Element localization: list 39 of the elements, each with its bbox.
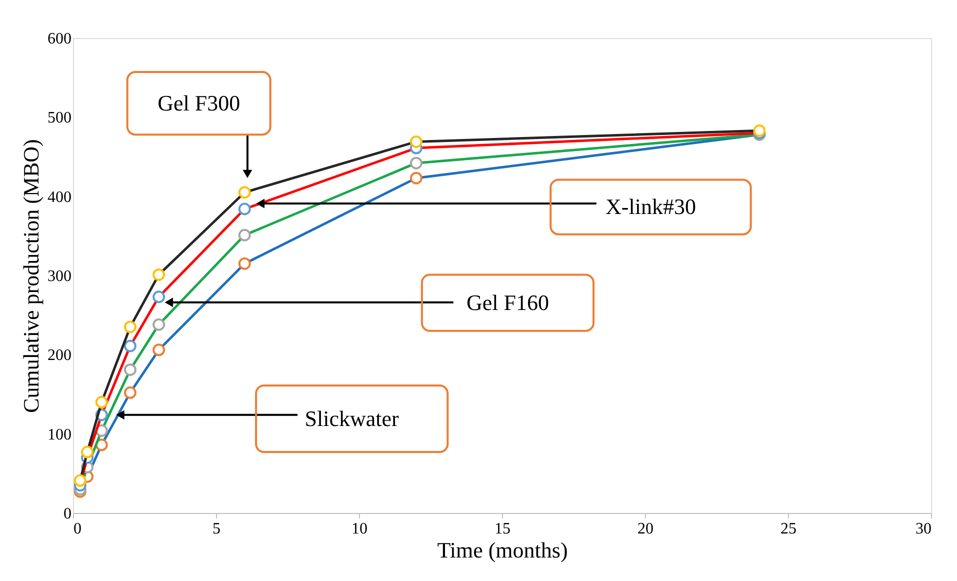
point — [152, 290, 166, 304]
y-tick-label: 100 — [48, 426, 72, 444]
y-axis-title: Cumulative production (MBO) — [18, 139, 44, 413]
point — [95, 396, 108, 408]
point — [152, 318, 166, 331]
point — [238, 228, 251, 242]
point — [152, 344, 166, 356]
y-tick-label: 500 — [48, 110, 72, 127]
x-axis-title: Time (months) — [437, 538, 568, 562]
y-tick-label: 400 — [48, 188, 72, 206]
point — [124, 340, 136, 352]
x-tick-label: 25 — [780, 520, 796, 538]
x-tick-label: 30 — [916, 520, 932, 538]
point — [238, 186, 251, 199]
point — [753, 124, 766, 137]
y-tick-label: 0 — [64, 506, 72, 522]
y-tick-label: 200 — [48, 347, 72, 364]
point — [152, 268, 166, 281]
y-tick-label: 600 — [48, 30, 72, 48]
point — [410, 135, 422, 148]
y-tick-label: 300 — [48, 268, 72, 285]
annotation: X-link#30 — [605, 194, 696, 220]
point — [410, 156, 422, 170]
point — [124, 386, 136, 399]
x-tick-label: 20 — [638, 520, 654, 538]
x-tick-label: 10 — [352, 520, 368, 538]
point — [81, 446, 94, 458]
point — [410, 172, 422, 184]
x-tick-label: 15 — [494, 520, 510, 538]
point — [238, 202, 251, 216]
point — [238, 257, 251, 270]
annotation: Gel F300 — [158, 90, 240, 116]
point — [124, 363, 136, 376]
point — [74, 474, 86, 487]
annotation: Gel F160 — [466, 290, 549, 315]
x-tick-label: 5 — [212, 520, 220, 538]
annotation: Slickwater — [304, 406, 400, 431]
point — [124, 320, 136, 334]
point — [95, 438, 108, 452]
